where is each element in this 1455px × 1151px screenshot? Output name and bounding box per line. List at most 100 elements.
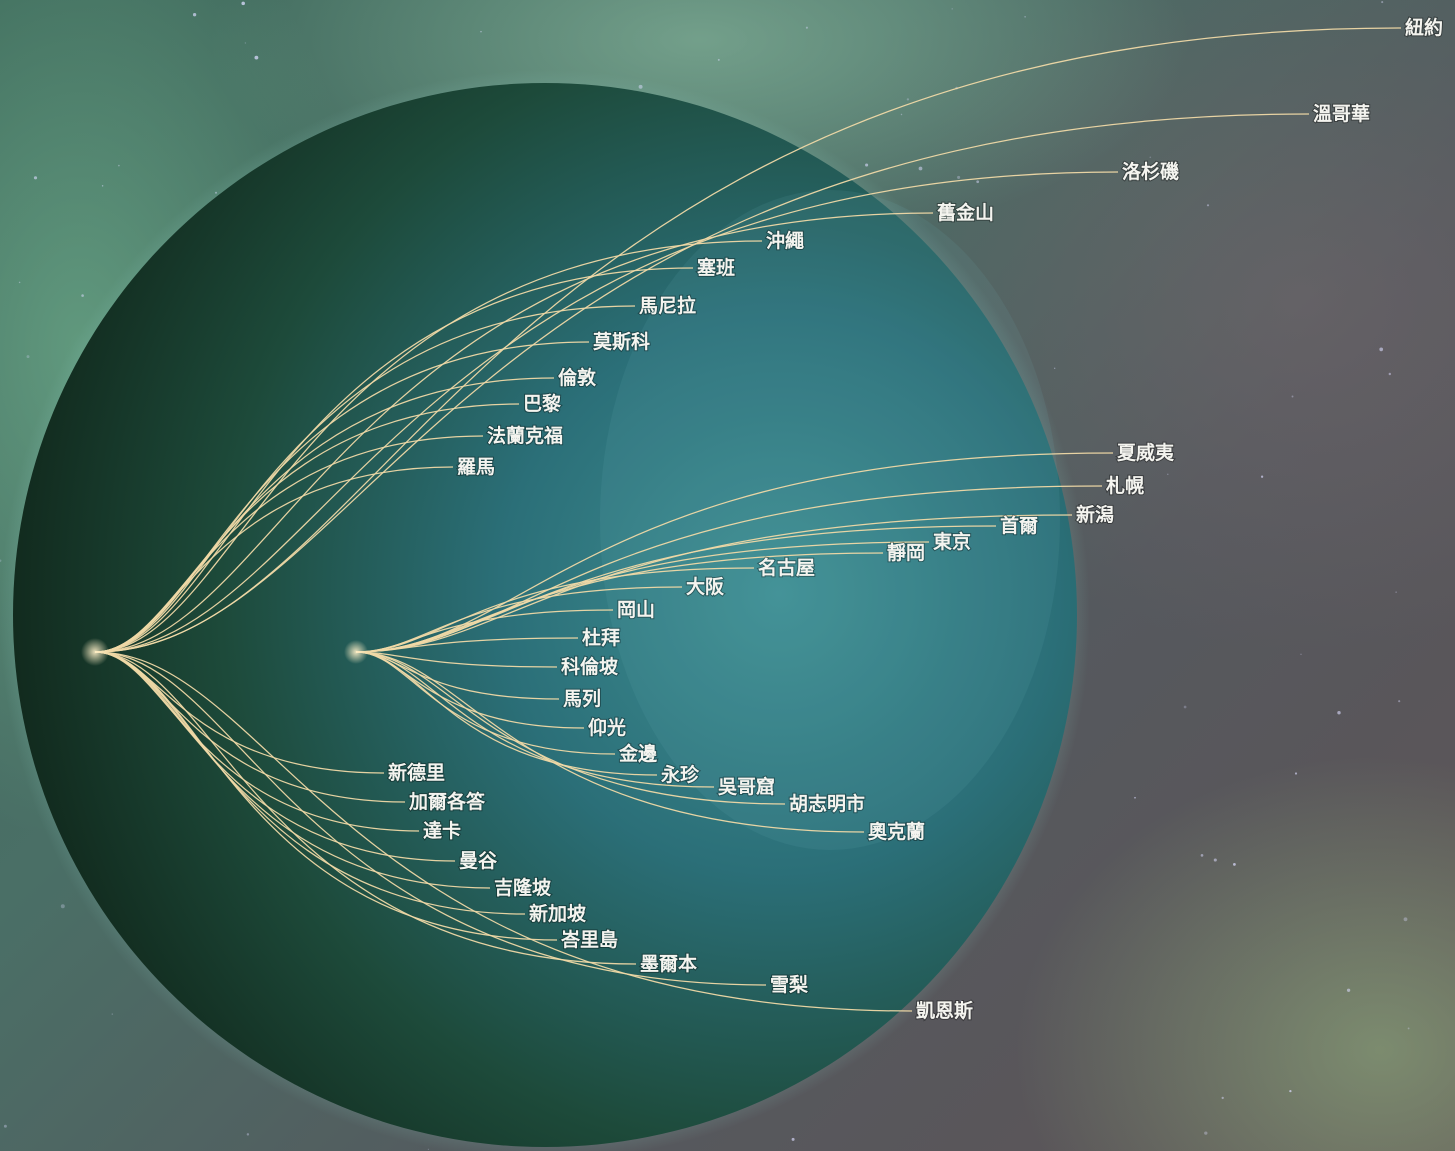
label-hawaii: 夏威夷: [1117, 441, 1174, 464]
route-line: [355, 514, 1073, 653]
label-newdelhi: 新德里: [388, 761, 445, 784]
star: [1300, 653, 1302, 656]
route-line: [94, 27, 1402, 653]
route-line: [94, 651, 913, 1012]
globe: [13, 83, 1077, 1147]
star: [118, 164, 120, 167]
star: [111, 1013, 114, 1015]
label-cairns: 凱恩斯: [916, 999, 973, 1022]
label-vientiane: 永珍: [660, 763, 700, 786]
star: [244, 42, 247, 44]
star: [192, 13, 197, 17]
star: [1134, 796, 1136, 799]
star: [1204, 1131, 1208, 1135]
label-la: 洛杉磯: [1122, 160, 1179, 183]
label-sydney: 雪梨: [770, 973, 809, 996]
label-seoul: 首爾: [1000, 514, 1038, 537]
star: [1260, 475, 1264, 478]
star: [717, 58, 720, 61]
label-vancouver: 溫哥華: [1313, 102, 1370, 125]
star: [900, 113, 903, 116]
hub-east-marker: [344, 640, 368, 664]
star: [18, 281, 21, 284]
star: [81, 294, 84, 297]
label-saipan: 塞班: [697, 256, 735, 279]
star: [951, 8, 953, 10]
label-okayama: 岡山: [617, 599, 655, 621]
star: [246, 1133, 250, 1136]
star: [1289, 1089, 1292, 1093]
star: [60, 904, 65, 909]
star: [1167, 473, 1169, 476]
star: [791, 1137, 795, 1141]
label-colombo: 科倫坡: [561, 655, 619, 678]
label-tokyo: 東京: [933, 530, 971, 553]
star: [1337, 710, 1341, 715]
route-line: [355, 609, 614, 653]
label-hcmc: 胡志明市: [789, 792, 865, 815]
star: [1149, 156, 1152, 159]
star: [1200, 854, 1204, 857]
label-moscow: 莫斯科: [593, 330, 650, 353]
star: [33, 176, 38, 180]
label-bangkok: 曼谷: [459, 850, 498, 872]
route-line: [94, 305, 636, 653]
route-line: [355, 651, 658, 776]
star: [1183, 705, 1187, 709]
label-male: 馬列: [563, 688, 601, 710]
star: [427, 1148, 430, 1151]
star: [26, 355, 30, 359]
route-line: [94, 267, 694, 653]
label-shizuoka: 靜岡: [887, 541, 925, 564]
label-dhaka: 達卡: [423, 819, 461, 842]
star: [959, 999, 962, 1002]
star: [1379, 347, 1384, 352]
star: [1398, 700, 1401, 703]
star: [805, 26, 808, 29]
label-okinawa: 沖繩: [766, 229, 804, 252]
label-melbourne: 墨爾本: [640, 952, 697, 975]
star: [1381, 1, 1384, 4]
route-line: [94, 171, 1119, 653]
globe-highlight: [600, 190, 1060, 850]
label-dubai: 杜拜: [582, 626, 620, 649]
label-yangon: 仰光: [588, 716, 626, 739]
star: [865, 163, 869, 167]
label-niigata: 新潟: [1076, 503, 1114, 526]
label-kl: 吉隆坡: [494, 876, 552, 899]
star: [3, 1124, 7, 1128]
star: [1213, 858, 1217, 862]
label-phnompenh: 金邊: [618, 742, 658, 765]
star: [1291, 395, 1294, 398]
label-manila: 馬尼拉: [639, 294, 696, 317]
hub-west-marker: [81, 638, 109, 666]
star: [957, 175, 961, 179]
star: [1054, 367, 1056, 369]
label-auckland: 奧克蘭: [868, 820, 925, 843]
route-line: [355, 552, 884, 653]
route-line: [94, 651, 767, 986]
star: [1024, 16, 1026, 18]
label-rome: 羅馬: [457, 456, 495, 478]
star: [918, 166, 923, 171]
star: [0, 559, 2, 562]
star: [254, 55, 259, 60]
star: [1233, 863, 1236, 866]
star: [1294, 772, 1298, 775]
star: [1395, 591, 1397, 593]
route-line: [94, 651, 637, 965]
label-bali: 峇里島: [560, 928, 618, 951]
star: [906, 98, 910, 101]
label-nagoya: 名古屋: [758, 556, 815, 579]
label-kolkata: 加爾各答: [408, 790, 486, 813]
route-line: [94, 240, 763, 653]
label-sf: 舊金山: [937, 201, 994, 224]
star: [1388, 372, 1392, 376]
label-singapore: 新加坡: [529, 902, 587, 925]
star: [1407, 1027, 1410, 1030]
route-line: [355, 651, 786, 805]
route-line: [94, 651, 558, 941]
route-line: [355, 651, 715, 788]
star: [1221, 1096, 1224, 1100]
